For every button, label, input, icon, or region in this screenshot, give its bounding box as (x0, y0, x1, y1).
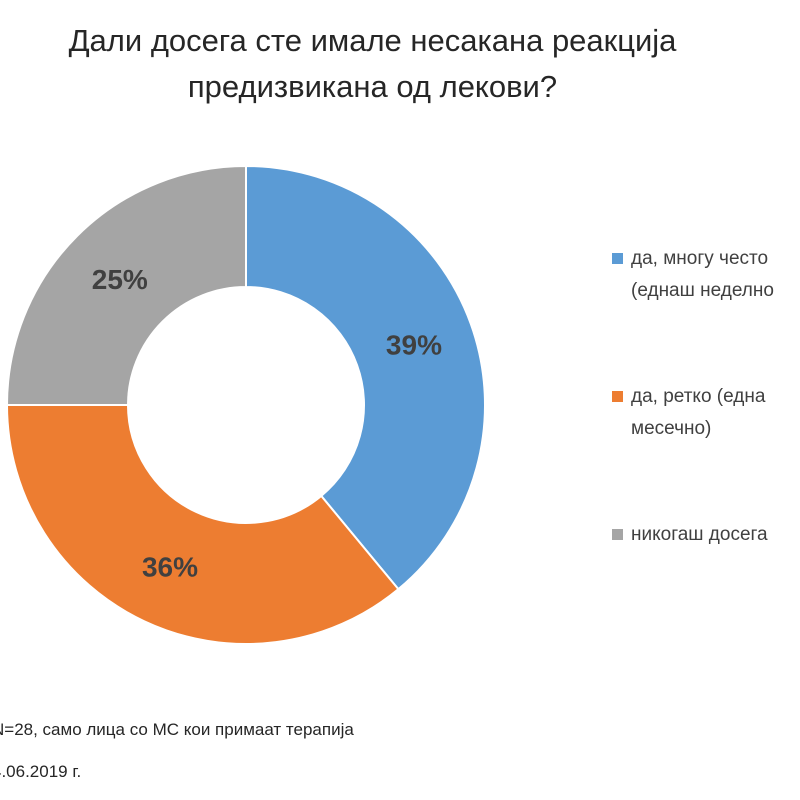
slice-rarely (5, 404, 400, 645)
legend-label-often-line-1: да, многу често (631, 248, 769, 269)
legend-item-often: да, многу често (еднаш неделно (612, 243, 800, 313)
slice-label-rarely: 36% (142, 552, 198, 583)
legend-item-never: никогаш досега (612, 519, 800, 555)
slice-label-never: 25% (92, 264, 148, 295)
date-footnote: 4.06.2019 г. (0, 762, 82, 781)
chart-title: Дали досега сте имале несакана реакција … (0, 18, 745, 110)
legend-item-rarely: да, ретко (една месечно) (612, 381, 800, 451)
legend-swatch-never (612, 529, 623, 540)
slice-often (245, 164, 486, 591)
slice-never (5, 164, 247, 406)
legend-label-never-line-1: никогаш досега (631, 524, 768, 545)
chart-title-line-1: Дали досега сте имале несакана реакција (68, 23, 677, 58)
legend-swatch-often (612, 253, 623, 264)
legend-label-rarely-line-2: месечно) (631, 418, 712, 439)
sample-footnote: N=28, само лица со МС кои примаат терапи… (0, 720, 354, 739)
legend-swatch-rarely (612, 391, 623, 402)
legend-label-often-line-2: (еднаш неделно (631, 280, 774, 301)
chart-title-line-2: предизвикана од лекови? (187, 69, 558, 104)
legend-label-rarely-line-1: да, ретко (една (631, 386, 766, 407)
slice-label-often: 39% (386, 330, 442, 361)
